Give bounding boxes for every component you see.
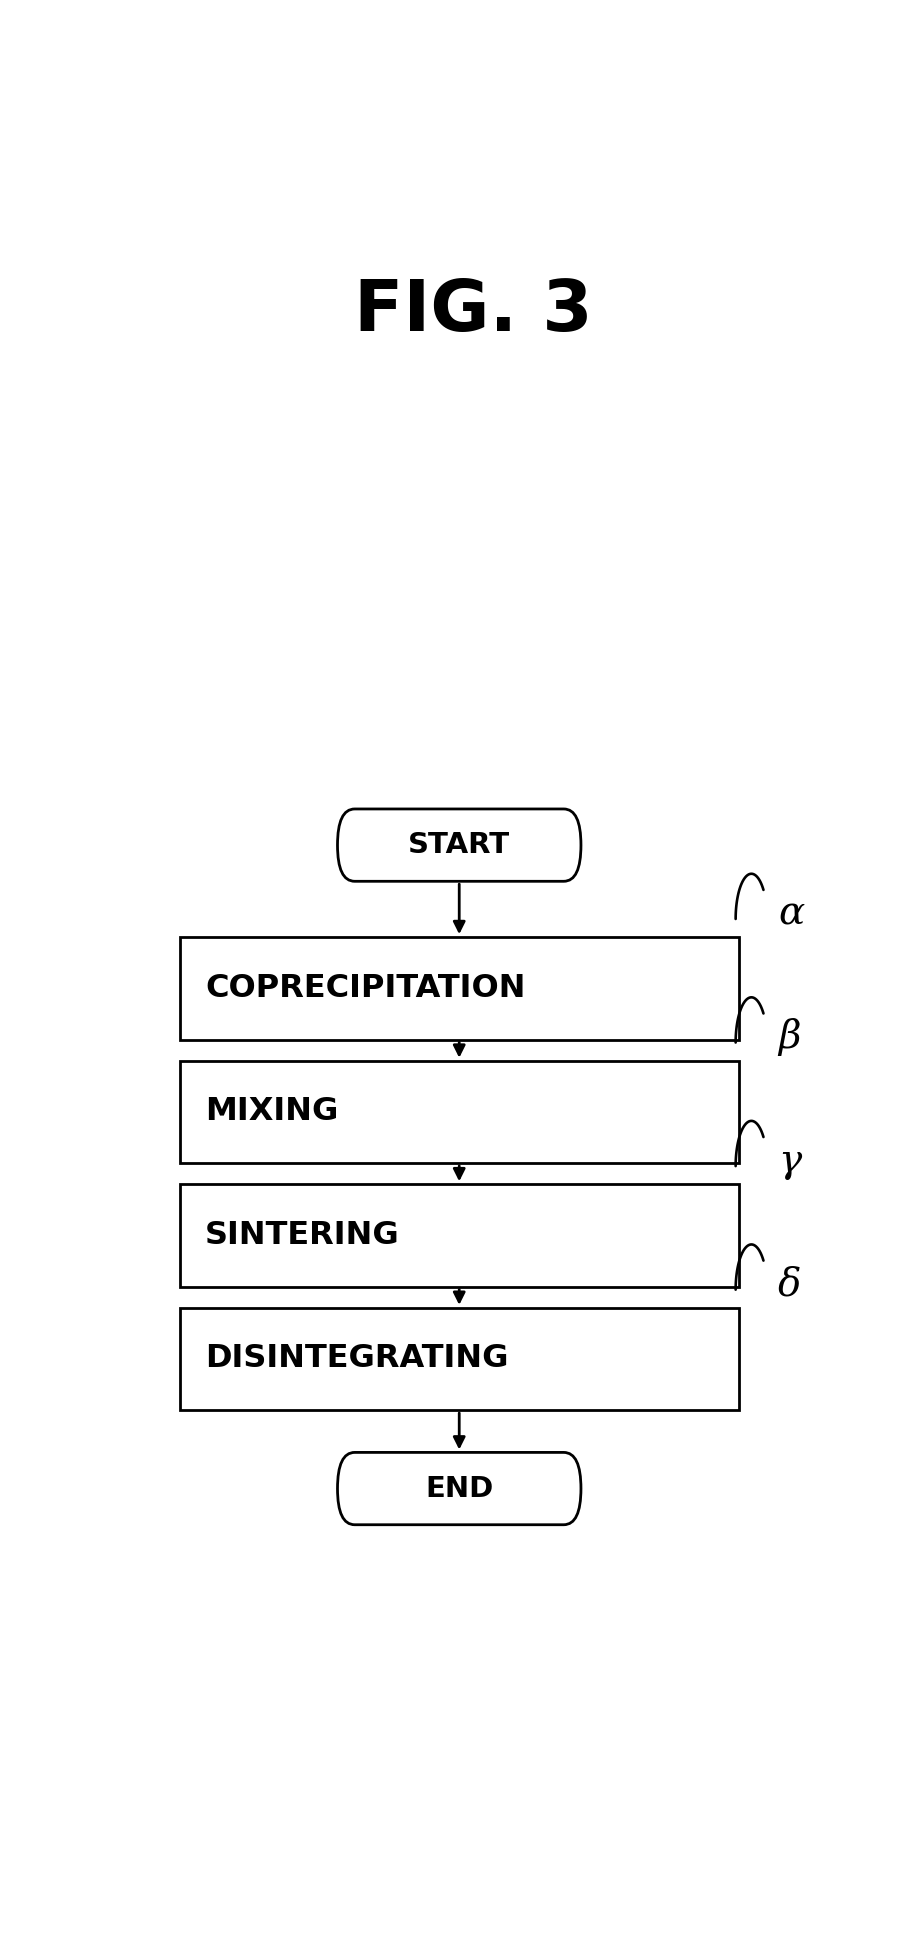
Text: COPRECIPITATION: COPRECIPITATION — [205, 973, 526, 1004]
Bar — [180, 1184, 738, 1286]
Text: END: END — [425, 1474, 493, 1503]
Text: SINTERING: SINTERING — [205, 1219, 400, 1251]
Text: DISINTEGRATING: DISINTEGRATING — [205, 1343, 508, 1374]
Text: α: α — [778, 896, 804, 933]
Bar — [180, 937, 738, 1039]
Text: FIG. 3: FIG. 3 — [354, 278, 593, 346]
Text: β: β — [778, 1018, 800, 1057]
FancyBboxPatch shape — [337, 808, 581, 881]
FancyBboxPatch shape — [337, 1452, 581, 1525]
Text: MIXING: MIXING — [205, 1096, 338, 1127]
Text: γ: γ — [778, 1143, 801, 1180]
Text: δ: δ — [778, 1266, 801, 1303]
Text: START: START — [408, 832, 510, 859]
Bar — [180, 1061, 738, 1162]
Bar — [180, 1307, 738, 1411]
